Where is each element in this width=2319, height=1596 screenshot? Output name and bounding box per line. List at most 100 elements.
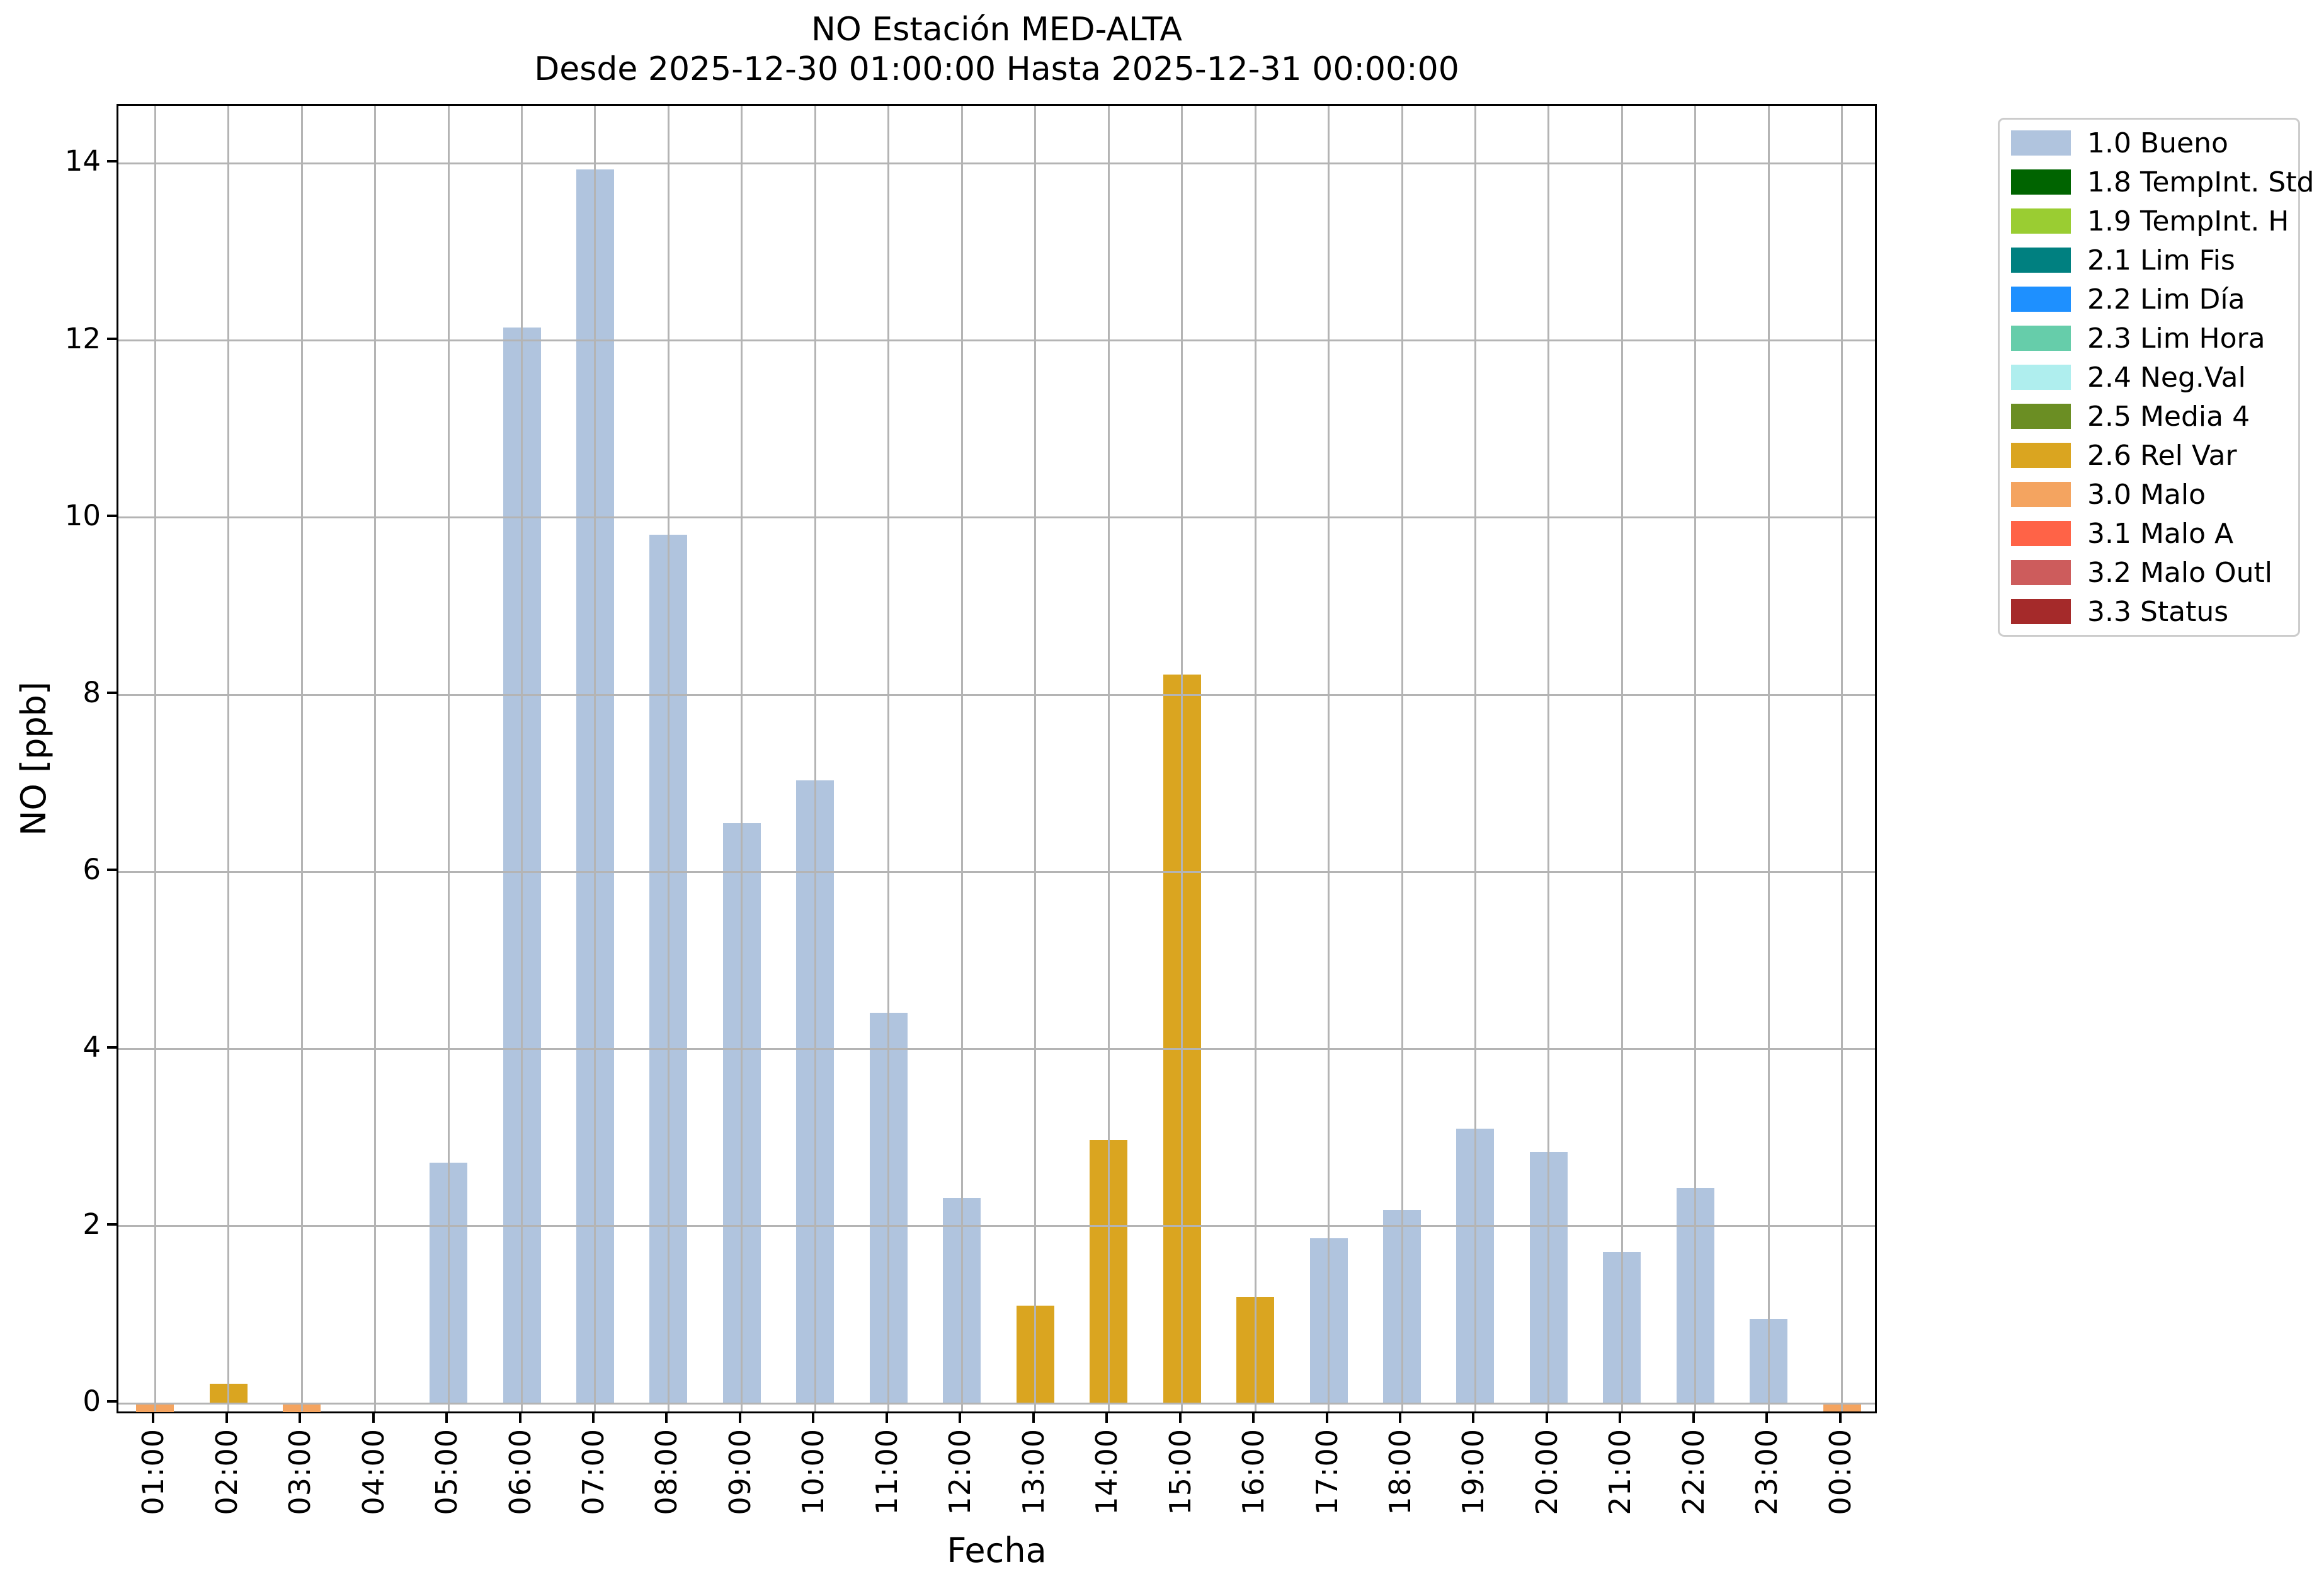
legend-entry-3.0: 3.0 Malo xyxy=(2000,475,2298,514)
legend-label-2.5: 2.5 Media 4 xyxy=(2087,400,2250,433)
h-gridline-0 xyxy=(118,1402,1875,1405)
x-tick-label-03:00: 03:00 xyxy=(283,1428,317,1515)
x-tick-00:00 xyxy=(1838,1413,1842,1423)
v-gridline-16:00 xyxy=(1254,106,1256,1411)
y-tick-label-12: 12 xyxy=(64,321,101,355)
legend-swatch-3.0 xyxy=(2011,482,2071,507)
y-tick-0 xyxy=(107,1400,117,1403)
x-tick-label-15:00: 15:00 xyxy=(1163,1428,1197,1515)
legend-entry-2.5: 2.5 Media 4 xyxy=(2000,397,2298,436)
x-tick-06:00 xyxy=(518,1413,521,1423)
legend-entry-2.1: 2.1 Lim Fis xyxy=(2000,241,2298,280)
chart-title: NO Estación MED-ALTA Desde 2025-12-30 01… xyxy=(117,10,1877,89)
chart-title-line2: Desde 2025-12-30 01:00:00 Hasta 2025-12-… xyxy=(534,50,1459,88)
legend-swatch-1.9 xyxy=(2011,208,2071,234)
x-tick-16:00 xyxy=(1252,1413,1255,1423)
x-tick-label-01:00: 01:00 xyxy=(136,1428,171,1515)
x-tick-15:00 xyxy=(1178,1413,1182,1423)
x-tick-label-19:00: 19:00 xyxy=(1456,1428,1491,1515)
v-gridline-13:00 xyxy=(1034,106,1037,1411)
legend-swatch-2.4 xyxy=(2011,365,2071,390)
x-tick-label-09:00: 09:00 xyxy=(722,1428,757,1515)
v-gridline-08:00 xyxy=(667,106,669,1411)
y-tick-label-10: 10 xyxy=(64,498,101,532)
legend-label-3.2: 3.2 Malo Outl xyxy=(2087,556,2273,589)
x-tick-21:00 xyxy=(1619,1413,1622,1423)
v-gridline-09:00 xyxy=(741,106,743,1411)
v-gridline-10:00 xyxy=(814,106,816,1411)
h-gridline-6 xyxy=(118,870,1875,873)
legend-swatch-2.6 xyxy=(2011,443,2071,468)
x-tick-label-17:00: 17:00 xyxy=(1309,1428,1344,1515)
legend-swatch-3.2 xyxy=(2011,560,2071,585)
x-tick-12:00 xyxy=(959,1413,962,1423)
v-gridline-01:00 xyxy=(154,106,156,1411)
x-tick-23:00 xyxy=(1765,1413,1769,1423)
y-tick-6 xyxy=(107,869,117,872)
legend-entry-2.6: 2.6 Rel Var xyxy=(2000,436,2298,475)
x-tick-20:00 xyxy=(1545,1413,1548,1423)
legend-label-3.0: 3.0 Malo xyxy=(2087,478,2206,511)
x-tick-02:00 xyxy=(225,1413,228,1423)
legend-entry-1.8: 1.8 TempInt. Std xyxy=(2000,162,2314,202)
x-tick-label-11:00: 11:00 xyxy=(869,1428,904,1515)
legend-swatch-3.1 xyxy=(2011,521,2071,546)
v-gridline-07:00 xyxy=(594,106,596,1411)
h-gridline-2 xyxy=(118,1225,1875,1228)
x-tick-label-08:00: 08:00 xyxy=(649,1428,684,1515)
x-tick-label-23:00: 23:00 xyxy=(1750,1428,1784,1515)
v-gridline-11:00 xyxy=(887,106,890,1411)
h-gridline-10 xyxy=(118,516,1875,519)
legend-box: 1.0 Bueno 1.8 TempInt. Std 1.9 TempInt. H 2… xyxy=(1998,118,2314,637)
v-gridline-15:00 xyxy=(1181,106,1183,1411)
y-tick-12 xyxy=(107,337,117,340)
y-tick-2 xyxy=(107,1223,117,1226)
y-tick-label-14: 14 xyxy=(64,144,101,178)
x-tick-09:00 xyxy=(738,1413,741,1423)
y-tick-label-6: 6 xyxy=(83,853,101,887)
legend-swatch-2.3 xyxy=(2011,326,2071,351)
legend-swatch-2.5 xyxy=(2011,404,2071,429)
legend-swatch-2.1 xyxy=(2011,248,2071,273)
legend-label-2.3: 2.3 Lim Hora xyxy=(2087,322,2265,355)
legend-entry-2.4: 2.4 Neg.Val xyxy=(2000,358,2298,397)
x-tick-11:00 xyxy=(885,1413,888,1423)
v-gridline-19:00 xyxy=(1474,106,1476,1411)
x-tick-18:00 xyxy=(1399,1413,1402,1423)
v-gridline-03:00 xyxy=(300,106,303,1411)
legend-entry-1.0: 1.0 Bueno xyxy=(2000,123,2298,162)
x-tick-label-10:00: 10:00 xyxy=(796,1428,831,1515)
legend-entry-2.2: 2.2 Lim Día xyxy=(2000,280,2298,319)
chart-title-line1: NO Estación MED-ALTA xyxy=(811,11,1182,48)
x-tick-label-16:00: 16:00 xyxy=(1236,1428,1271,1515)
legend-label-1.0: 1.0 Bueno xyxy=(2087,127,2228,159)
v-gridline-22:00 xyxy=(1694,106,1697,1411)
x-tick-label-12:00: 12:00 xyxy=(943,1428,977,1515)
x-tick-label-05:00: 05:00 xyxy=(430,1428,464,1515)
y-tick-label-0: 0 xyxy=(83,1384,101,1418)
legend-swatch-1.0 xyxy=(2011,130,2071,156)
v-gridline-06:00 xyxy=(521,106,523,1411)
v-gridline-21:00 xyxy=(1621,106,1623,1411)
x-axis-title: Fecha xyxy=(947,1530,1047,1570)
v-gridline-23:00 xyxy=(1767,106,1770,1411)
legend-label-2.2: 2.2 Lim Día xyxy=(2087,283,2245,316)
x-tick-07:00 xyxy=(591,1413,595,1423)
v-gridline-02:00 xyxy=(227,106,230,1411)
h-gridline-14 xyxy=(118,162,1875,164)
x-tick-04:00 xyxy=(372,1413,375,1423)
x-tick-label-04:00: 04:00 xyxy=(356,1428,390,1515)
x-tick-label-13:00: 13:00 xyxy=(1016,1428,1051,1515)
x-tick-03:00 xyxy=(299,1413,302,1423)
h-gridline-4 xyxy=(118,1048,1875,1051)
x-tick-13:00 xyxy=(1032,1413,1035,1423)
x-tick-label-14:00: 14:00 xyxy=(1090,1428,1124,1515)
legend-swatch-3.3 xyxy=(2011,599,2071,624)
x-tick-label-06:00: 06:00 xyxy=(503,1428,537,1515)
x-tick-17:00 xyxy=(1325,1413,1328,1423)
x-tick-label-18:00: 18:00 xyxy=(1383,1428,1418,1515)
legend-entry-3.3: 3.3 Status xyxy=(2000,592,2298,631)
y-tick-8 xyxy=(107,692,117,695)
v-gridline-14:00 xyxy=(1107,106,1110,1411)
x-tick-label-20:00: 20:00 xyxy=(1529,1428,1564,1515)
